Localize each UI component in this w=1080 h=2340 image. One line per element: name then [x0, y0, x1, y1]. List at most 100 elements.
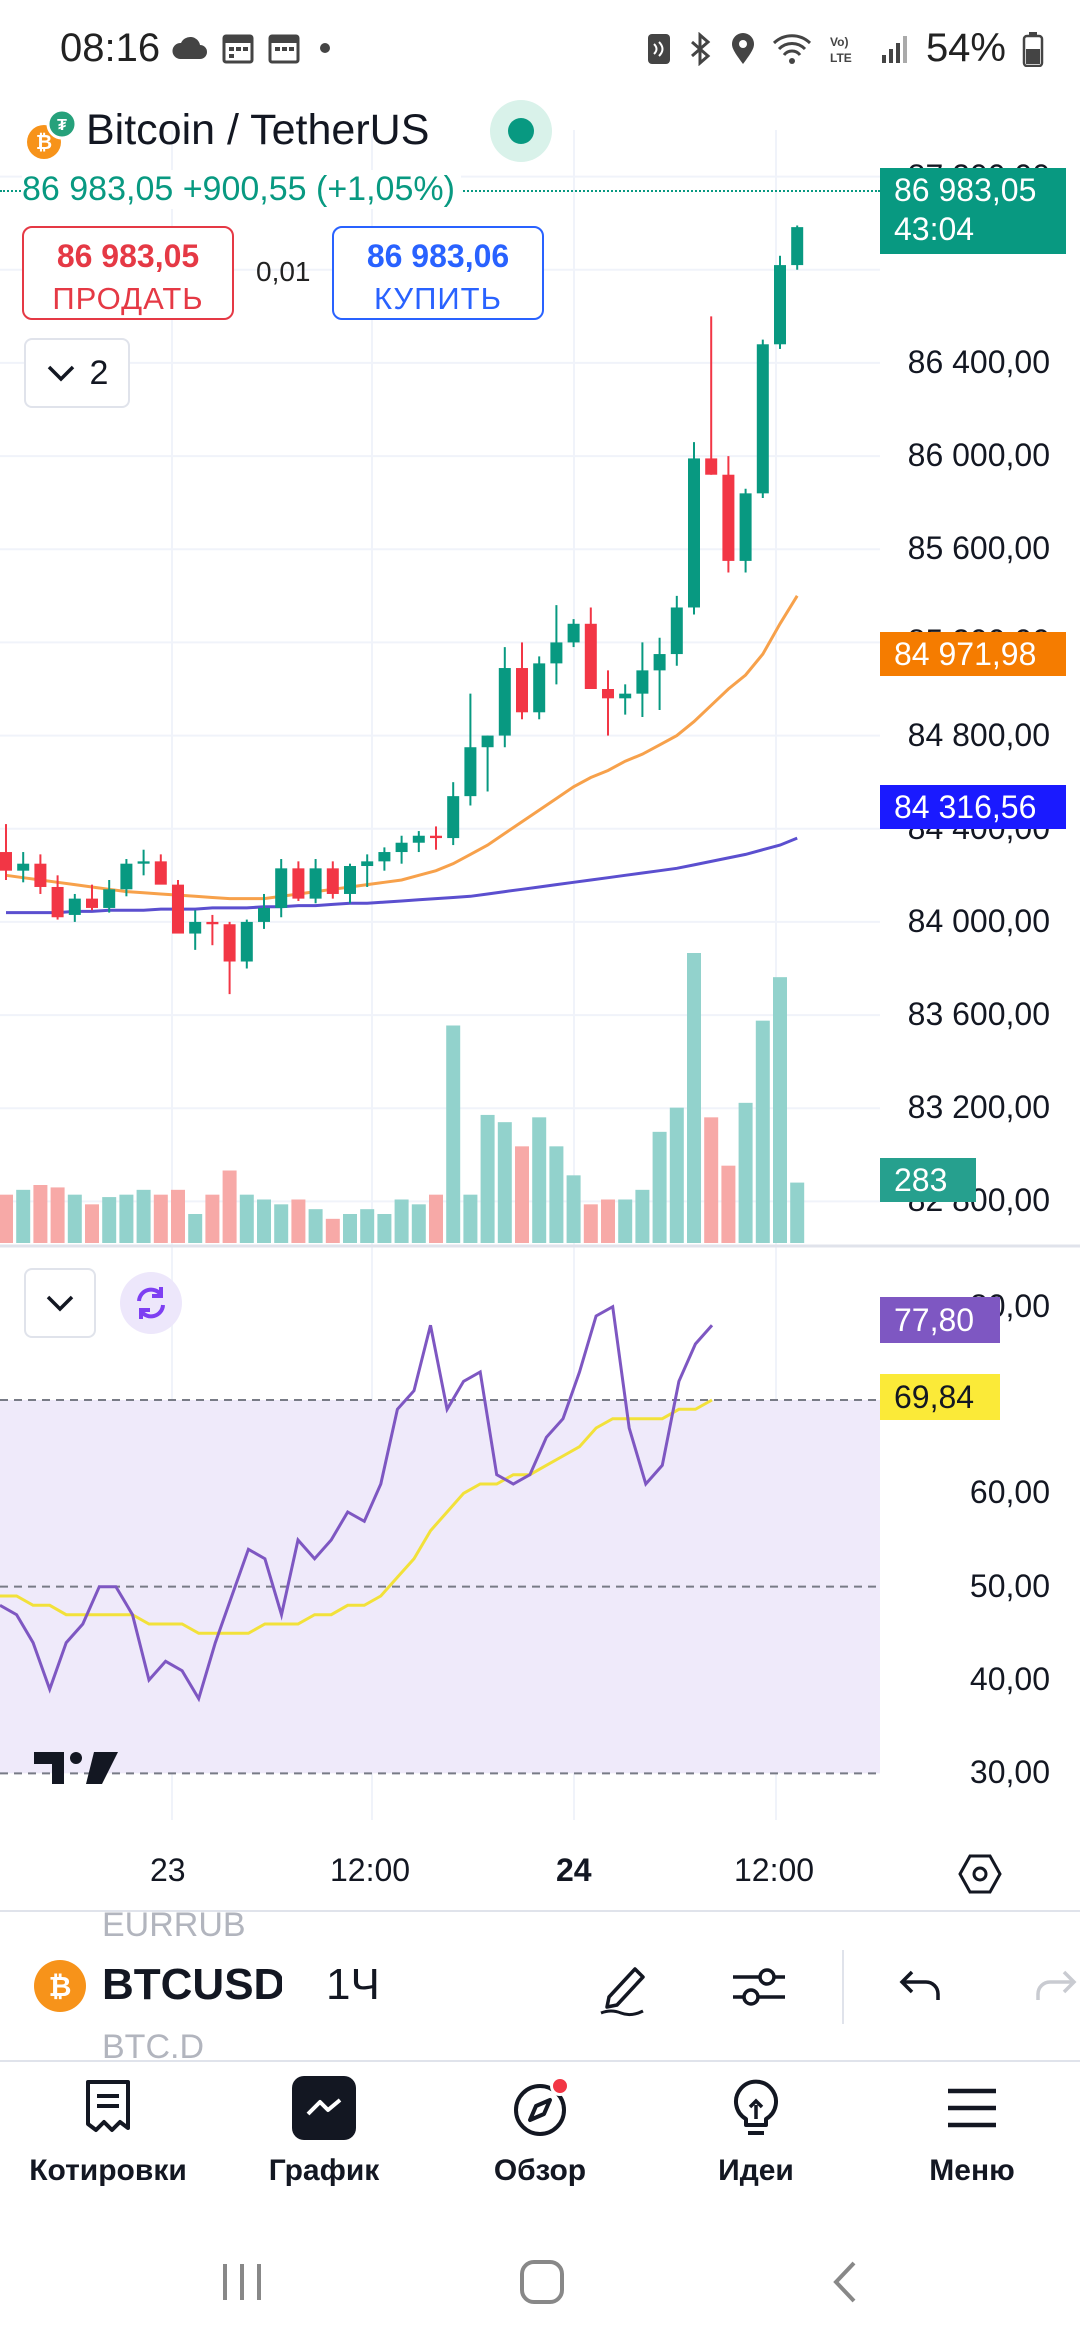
- next-symbol[interactable]: BTC.D: [102, 2028, 204, 2066]
- volte-icon: Vo) LTE: [830, 35, 852, 65]
- candle-body: [344, 866, 356, 894]
- candle-body: [34, 863, 47, 887]
- undo-icon: [899, 1970, 940, 2000]
- nav-item-menu[interactable]: Меню: [864, 2076, 1080, 2188]
- rsi-ma-line: [0, 1398, 713, 1635]
- status-time: 08:16: [60, 26, 161, 70]
- volume-bar: [446, 1025, 461, 1243]
- home-button[interactable]: [502, 2252, 582, 2312]
- volume-bar: [411, 1204, 426, 1243]
- candle-body: [791, 227, 804, 266]
- drawing-tools-button[interactable]: [590, 1952, 660, 2022]
- dot-icon: [320, 43, 330, 53]
- volume-bar: [343, 1214, 357, 1243]
- candle-body: [86, 898, 98, 908]
- candle-body: [739, 493, 752, 561]
- candle-body: [430, 835, 442, 839]
- live-dot-icon: [508, 118, 534, 144]
- svg-text:Vo): Vo): [830, 35, 848, 49]
- nav-item-overview[interactable]: Обзор: [432, 2076, 648, 2188]
- rsi-ma-tag: 69,84: [880, 1374, 1000, 1420]
- candle-body: [120, 863, 133, 890]
- recent-apps-icon: [223, 2264, 261, 2300]
- candle-body: [361, 861, 374, 867]
- volume-bar: [360, 1209, 375, 1243]
- candle-body: [498, 668, 511, 736]
- interval-selector[interactable]: 1Ч: [326, 1960, 380, 2009]
- volume-bar: [463, 1194, 478, 1243]
- previous-symbol[interactable]: EURRUB: [102, 1906, 246, 1944]
- candle-body: [223, 924, 236, 962]
- bitcoin-logo-icon: ₿ ₮: [27, 108, 78, 159]
- toolbar-divider: [842, 1950, 844, 2024]
- candle-body: [17, 863, 30, 871]
- calendar-icon: [268, 34, 300, 64]
- sell-button[interactable]: 86 983,05 ПРОДАТЬ: [22, 226, 234, 320]
- last-price-tag-value: 86 983,05: [894, 172, 1037, 208]
- price-chart[interactable]: [0, 80, 1080, 1910]
- nav-label: Идеи: [718, 2154, 794, 2187]
- recent-apps-button[interactable]: [202, 2252, 282, 2312]
- candle-body: [481, 735, 494, 748]
- back-button[interactable]: [806, 2252, 886, 2312]
- nav-item-ideas[interactable]: Идеи: [648, 2076, 864, 2188]
- symbol-title[interactable]: Bitcoin / TetherUS: [86, 106, 430, 154]
- nav-label: Меню: [929, 2154, 1015, 2187]
- nav-item-chart[interactable]: График: [216, 2076, 432, 2188]
- indicators-collapse-button[interactable]: 2: [24, 338, 130, 408]
- symbol-selector[interactable]: BTCUSD: [102, 1960, 282, 2009]
- chart-settings-icon[interactable]: [958, 1852, 1002, 1896]
- nav-item-quotes[interactable]: Котировки: [0, 2076, 216, 2188]
- status-bar: 08:16 Vo) LTE 54%: [0, 0, 1080, 80]
- sliders-icon: [733, 1968, 785, 2006]
- candle-body: [326, 868, 339, 894]
- volume-bar: [377, 1214, 392, 1243]
- volume-bar: [188, 1214, 203, 1243]
- undo-button[interactable]: [886, 1952, 956, 2022]
- volume-bar: [153, 1194, 168, 1243]
- ma-fast-tag: 84 971,98: [880, 632, 1066, 676]
- bottom-navigation: [0, 2060, 1080, 2230]
- candle-body: [567, 623, 580, 643]
- nav-label: Котировки: [29, 2154, 187, 2187]
- volume-bar: [102, 1197, 117, 1243]
- market-status-indicator[interactable]: [490, 100, 552, 162]
- volume-bar: [274, 1204, 289, 1243]
- volume-bar: [136, 1189, 151, 1243]
- volume-bar: [67, 1194, 82, 1243]
- chart-toolbar: [0, 1910, 1080, 2060]
- candle-body: [378, 852, 391, 862]
- lightbulb-icon: [724, 2076, 788, 2140]
- menu-icon: [940, 2076, 1004, 2140]
- candle-body: [756, 344, 769, 494]
- volume-bar: [291, 1199, 306, 1243]
- price-axis-label: 86 000,00: [907, 437, 1050, 474]
- volume-bar: [532, 1117, 547, 1243]
- rsi-collapse-button[interactable]: [24, 1268, 96, 1338]
- volume-bar: [549, 1146, 564, 1243]
- candle-body: [292, 868, 305, 899]
- volume-bar: [669, 1107, 684, 1243]
- notification-badge: [550, 2076, 570, 2096]
- rsi-line: [0, 1304, 714, 1703]
- volume-bar: [205, 1194, 220, 1243]
- redo-button[interactable]: [1030, 1952, 1080, 2022]
- price-axis-label: 83 200,00: [907, 1089, 1050, 1126]
- svg-text:₿: ₿: [36, 132, 52, 154]
- volume-bar: [755, 1020, 770, 1243]
- volume-bar: [566, 1175, 581, 1243]
- candle-body: [516, 668, 528, 713]
- sell-label: ПРОДАТЬ: [52, 281, 204, 316]
- sell-price: 86 983,05: [56, 238, 200, 274]
- buy-button[interactable]: 86 983,06 КУПИТЬ: [332, 226, 544, 320]
- candle-body: [670, 607, 683, 655]
- candle-body: [447, 796, 460, 839]
- candle-body: [550, 642, 563, 664]
- candle-body: [309, 868, 322, 899]
- volume-bar: [635, 1189, 650, 1243]
- candle-body: [774, 265, 786, 345]
- indicator-settings-button[interactable]: [724, 1952, 794, 2022]
- candle-body: [412, 835, 425, 843]
- rsi-refresh-button[interactable]: [120, 1272, 182, 1334]
- volume-bar: [85, 1204, 99, 1243]
